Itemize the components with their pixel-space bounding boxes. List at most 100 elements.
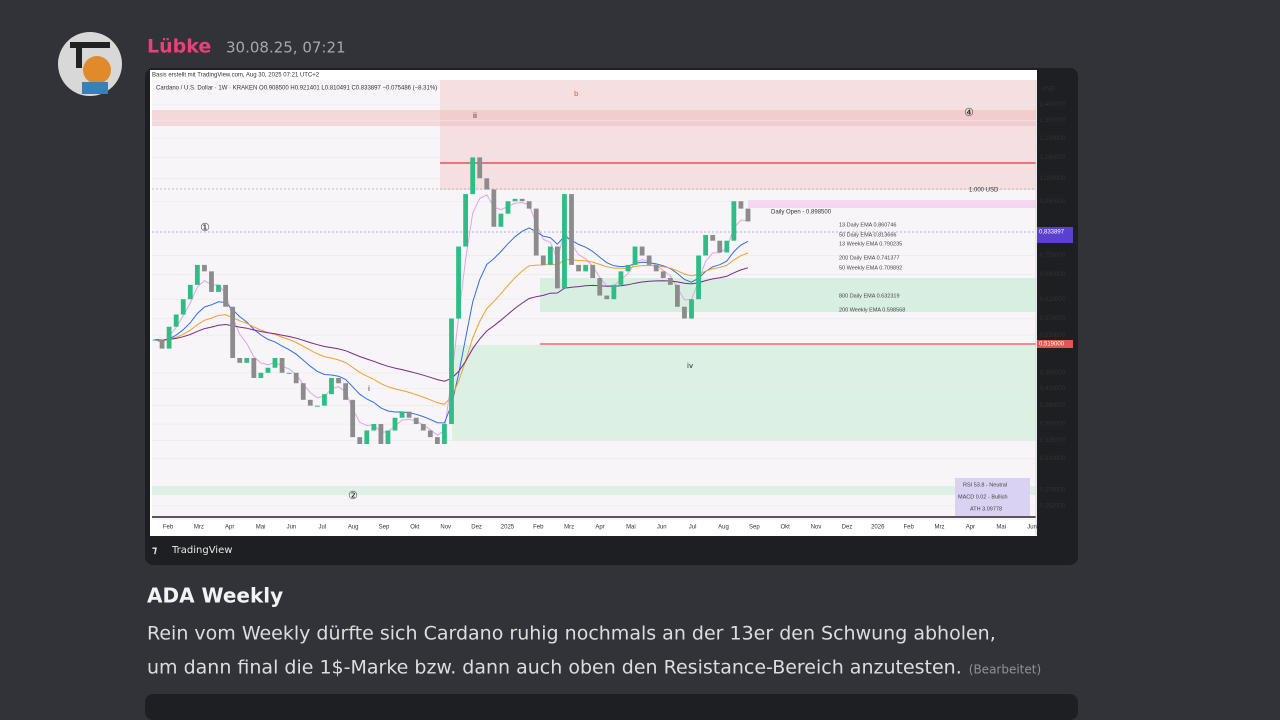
candle <box>420 424 426 431</box>
candle <box>512 198 518 202</box>
candle <box>385 430 391 445</box>
message-line: Rein vom Weekly dürfte sich Cardano ruhi… <box>147 623 996 645</box>
candle <box>293 372 299 384</box>
indicator-box <box>955 478 1030 516</box>
candle <box>675 284 680 307</box>
next-image-card[interactable] <box>145 694 1078 720</box>
wave-label: b <box>574 90 579 98</box>
candle <box>540 255 546 265</box>
candle <box>498 213 504 227</box>
candle <box>392 417 398 431</box>
y-tick-label: 1,250000 <box>1040 136 1066 142</box>
resistance-zone <box>440 80 1036 190</box>
x-tick-label: Jun <box>287 525 297 531</box>
support-band <box>152 486 1036 495</box>
candle <box>470 157 476 195</box>
x-tick-label: 2026 <box>871 525 885 531</box>
y-tick-label: 0,750000 <box>1040 253 1066 259</box>
candle <box>533 208 539 256</box>
daily-open-band <box>748 200 1036 208</box>
candle <box>667 278 673 285</box>
x-tick-label: Apr <box>595 525 604 531</box>
candle <box>216 284 221 292</box>
candle <box>314 405 320 407</box>
x-tick-label: Okt <box>410 525 420 531</box>
x-tick-label: Feb <box>903 525 914 531</box>
x-tick-label: Jun <box>1027 525 1037 531</box>
candle <box>258 372 264 378</box>
daily-open: Daily Open - 0.898500 <box>771 210 832 216</box>
y-tick-label: 0,390000 <box>1040 403 1066 409</box>
price-label: 0,833897 <box>1039 230 1065 236</box>
resistance-band <box>152 110 1036 126</box>
wave-label: iv <box>687 362 693 370</box>
candle <box>300 383 306 400</box>
candle <box>477 157 483 179</box>
candle <box>554 246 560 289</box>
candle <box>597 278 603 296</box>
author[interactable]: Lübke <box>147 36 211 58</box>
x-tick-label: Sep <box>749 525 760 531</box>
candle <box>237 357 243 363</box>
x-tick-label: Apr <box>225 525 234 531</box>
candle <box>569 194 574 265</box>
candle <box>265 367 271 373</box>
candle <box>209 271 214 292</box>
message-line: um dann final die 1$-Marke bzw. dann auc… <box>147 657 962 679</box>
candle <box>583 264 589 272</box>
candle <box>230 306 236 358</box>
wave-label: i <box>368 385 370 393</box>
candle <box>519 198 525 202</box>
x-tick-label: Jun <box>657 525 667 531</box>
candle <box>696 255 701 300</box>
candle <box>159 339 165 349</box>
candles: 1,450000 1,350000 1,250000 1,150000 1,050000… <box>152 102 1066 531</box>
candle <box>505 201 511 214</box>
candle <box>639 246 645 256</box>
indicator: MACD 0.02 - Bullish <box>958 494 1008 500</box>
x-tick-label: Aug <box>718 525 729 531</box>
ema-label: 800 Daily EMA 0.632319 <box>839 293 900 299</box>
candle <box>173 314 179 327</box>
candle <box>364 430 370 445</box>
candle <box>322 394 327 406</box>
candle <box>399 411 405 418</box>
wave-label: ④ <box>964 106 974 119</box>
y-tick-label: 0,310000 <box>1040 456 1066 462</box>
candle <box>484 178 490 190</box>
candle <box>646 255 652 265</box>
y-tick-label: 1,050000 <box>1040 176 1066 182</box>
timestamp: 30.08.25, 07:21 <box>226 39 346 57</box>
avatar[interactable] <box>58 32 122 96</box>
wave-label: ② <box>348 489 358 502</box>
candle <box>710 235 716 241</box>
candle <box>463 194 469 247</box>
wave-label: ii <box>473 112 477 120</box>
y-tick-label: 1,150000 <box>1040 155 1066 161</box>
ema-label: 50 Weekly EMA 0.709892 <box>839 265 902 271</box>
ema-label: 200 Daily EMA 0.741377 <box>839 255 900 261</box>
message-title: ADA Weekly <box>147 584 283 608</box>
y-tick-label: 0,270000 <box>1040 488 1066 494</box>
candle <box>180 299 186 315</box>
y-tick-label: 0,420000 <box>1040 386 1066 392</box>
candle <box>357 437 363 445</box>
candle <box>547 246 553 265</box>
candle <box>491 189 497 227</box>
y-tick-label: 0,690000 <box>1040 272 1066 278</box>
y-tick-label: 0,450000 <box>1040 370 1066 376</box>
candle <box>682 306 687 319</box>
indicator: ATH 3.09778 <box>970 506 1002 512</box>
candle <box>717 240 723 253</box>
candle <box>449 318 454 425</box>
x-tick-label: Apr <box>966 525 975 531</box>
candle <box>350 399 356 438</box>
x-tick-label: Dez <box>471 525 482 531</box>
candle <box>731 201 737 241</box>
candle <box>378 424 384 445</box>
x-tick-label: Dez <box>842 525 853 531</box>
candle <box>329 377 334 395</box>
symbol-line: Cardano / U.S. Dollar · 1W · KRAKEN O0.9… <box>156 86 437 92</box>
